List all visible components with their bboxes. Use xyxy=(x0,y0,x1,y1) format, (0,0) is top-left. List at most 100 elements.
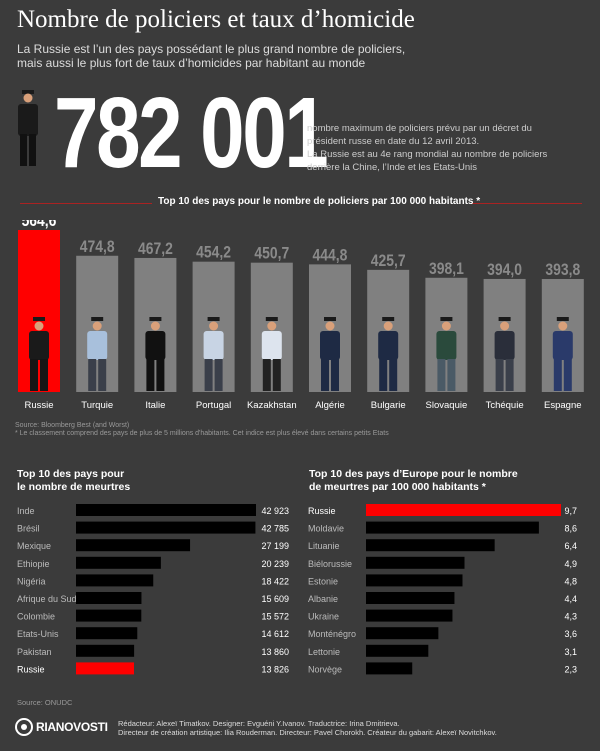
officer-leg xyxy=(437,359,446,391)
row-label: Colombie xyxy=(17,612,55,622)
officer-cap xyxy=(324,317,336,321)
credit-line-1: Rédacteur: Alexeï Timatkov. Designer: Ev… xyxy=(118,719,400,728)
bar-Albanie xyxy=(366,592,455,604)
row-label: Afrique du Sud xyxy=(17,594,77,604)
officer-leg xyxy=(563,359,572,391)
value-label: 425,7 xyxy=(371,252,406,271)
bar-Inde xyxy=(76,504,256,516)
value-label: 20 239 xyxy=(261,559,289,569)
row-label: Estonie xyxy=(308,576,338,586)
value-label: 474,8 xyxy=(80,238,115,257)
officer-body xyxy=(552,331,573,360)
row-label: Lettonie xyxy=(308,647,340,657)
europe-bar-chart: Russie 9,7 Moldavie 8,6 Lituanie 6,4 Biéloruss… xyxy=(308,504,577,675)
value-label: 42 923 xyxy=(261,506,289,516)
bar-Russie xyxy=(366,504,561,516)
value-label: 6,4 xyxy=(564,541,577,551)
value-label: 393,8 xyxy=(545,261,580,280)
row-label: Russie xyxy=(17,664,45,674)
officer-head xyxy=(441,321,451,331)
value-label: 15 572 xyxy=(261,612,289,622)
row-label: Ethiopie xyxy=(17,559,50,569)
murders-chart-title-1: Top 10 des pays pour xyxy=(17,468,125,480)
officer-leg xyxy=(88,359,97,391)
category-label: Portugal xyxy=(196,400,231,411)
value-label: 42 785 xyxy=(261,524,289,534)
officer-head xyxy=(325,321,335,331)
bar-Etats-Unis xyxy=(76,627,138,640)
bar-Lettonie xyxy=(366,644,429,657)
officer-head xyxy=(209,321,219,331)
officer-head xyxy=(92,321,102,331)
page-title: Nombre de policiers et taux d’homicide xyxy=(17,6,415,33)
bar-Mexique xyxy=(76,539,191,552)
row-label: Monténégro xyxy=(308,629,356,639)
value-label: 454,2 xyxy=(196,243,231,262)
row-label: Nigéria xyxy=(17,576,46,586)
value-label: 4,8 xyxy=(564,576,577,586)
value-label: 450,7 xyxy=(254,244,289,263)
officer-head xyxy=(267,321,277,331)
officer-leg xyxy=(389,359,398,391)
bar-Monténégro xyxy=(366,627,439,640)
category-label: Turquie xyxy=(81,400,113,411)
police-source: Source: Bloomberg Best (and Worst) xyxy=(15,422,130,429)
value-label: 9,7 xyxy=(564,506,577,516)
value-label: 444,8 xyxy=(313,246,348,265)
police-bar-chart: 564,6 Russie 474,8 Turquie 467,2 Italie 454,2 P… xyxy=(18,220,584,411)
value-label: 564,6 xyxy=(22,220,57,230)
row-label: Albanie xyxy=(308,594,338,604)
value-label: 27 199 xyxy=(261,541,289,551)
officer-head xyxy=(34,321,44,331)
row-label: Moldavie xyxy=(308,524,344,534)
category-label: Espagne xyxy=(544,400,582,411)
row-label: Mexique xyxy=(17,541,51,551)
bar-Biélorussie xyxy=(366,556,465,569)
category-label: Russie xyxy=(24,400,53,411)
category-label: Slovaquie xyxy=(426,400,468,411)
bar-Colombie xyxy=(76,609,142,622)
category-label: Bulgarie xyxy=(371,400,406,411)
subtitle-line-2: mais aussi le plus fort de taux d’homici… xyxy=(17,56,366,70)
officer-cap xyxy=(149,317,162,321)
officer-body xyxy=(145,331,166,360)
murders-chart-title-2: le nombre de meurtres xyxy=(17,481,131,493)
row-label: Inde xyxy=(17,506,35,516)
value-label: 394,0 xyxy=(487,261,522,280)
headline-desc-4: derrière la Chine, l’Inde et les Etats-U… xyxy=(307,162,478,173)
headline-desc-3: La Russie est au 4e rang mondial au nomb… xyxy=(307,149,548,160)
officer-leg xyxy=(447,359,456,391)
officer-leg xyxy=(98,359,107,391)
headline-number: 782 001 xyxy=(54,77,329,189)
value-label: 15 609 xyxy=(261,594,289,604)
officer-leg xyxy=(146,359,155,391)
officer-head xyxy=(500,321,510,331)
value-label: 4,3 xyxy=(564,612,577,622)
value-label: 467,2 xyxy=(138,240,173,259)
officer-body xyxy=(87,331,108,360)
officer-cap xyxy=(440,317,453,321)
officer-leg xyxy=(262,359,271,391)
divider-right xyxy=(472,203,582,204)
bar-Norvège xyxy=(366,662,413,675)
murders-bar-chart: Inde 42 923 Brésil 42 785 Mexique 27 199 Ethio… xyxy=(17,504,289,675)
officer-leg xyxy=(553,359,562,391)
police-note: * Le classement comprend des pays de plu… xyxy=(15,430,389,437)
officer-body xyxy=(494,331,515,360)
officer-cap xyxy=(498,317,511,321)
officer-body xyxy=(29,331,49,360)
bar-Ukraine xyxy=(366,609,453,622)
category-label: Kazakhstan xyxy=(247,400,297,411)
credit-line-2: Directeur de création artistique: Ilia R… xyxy=(118,728,497,737)
row-label: Brésil xyxy=(17,524,40,534)
officer-body xyxy=(378,331,399,360)
bar-Estonie xyxy=(366,574,463,587)
police-chart-title: Top 10 des pays pour le nombre de polici… xyxy=(158,196,481,207)
europe-chart-title-2: de meurtres par 100 000 habitants * xyxy=(309,481,486,493)
row-label: Russie xyxy=(308,506,336,516)
officer-leg xyxy=(495,359,504,391)
bar-Moldavie xyxy=(366,521,539,534)
officer-body xyxy=(436,331,457,360)
murders-source: Source: ONUDC xyxy=(17,698,73,707)
officer-cap xyxy=(33,317,45,321)
